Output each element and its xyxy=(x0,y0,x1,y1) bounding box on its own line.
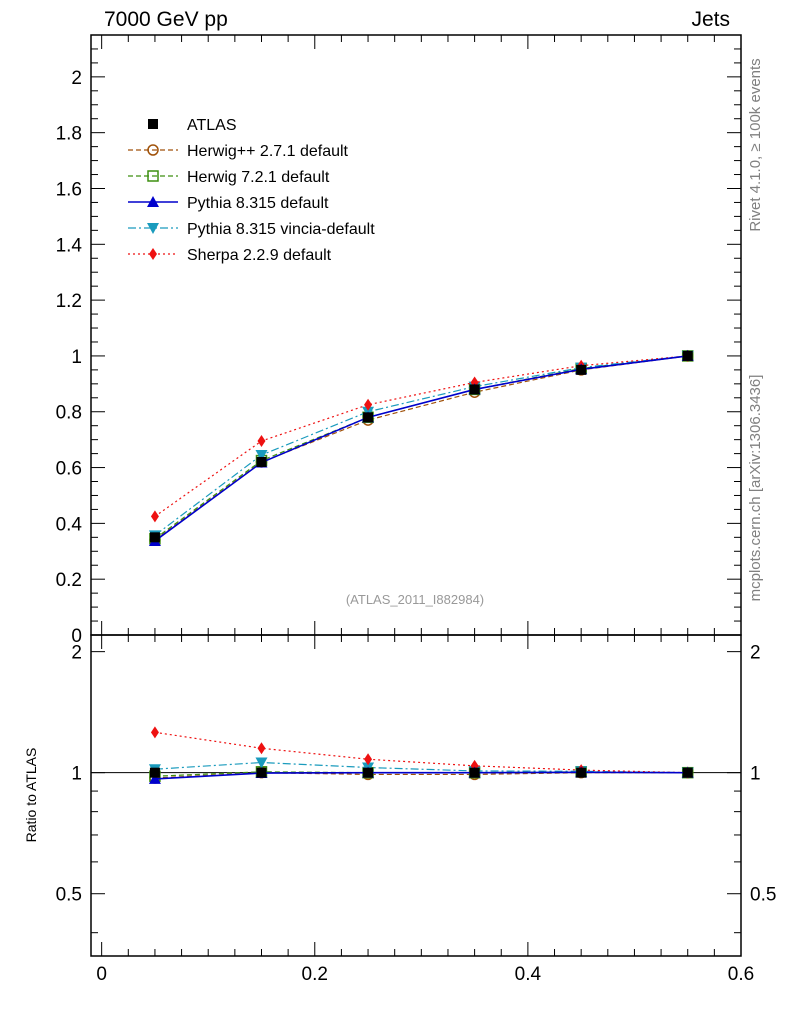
legend-label-sherpa: Sherpa 2.2.9 default xyxy=(187,247,332,264)
ratio-line-pythia xyxy=(154,771,688,780)
legend-marker-vincia xyxy=(147,223,159,234)
ratio-line-vincia xyxy=(154,761,688,774)
data-point-atlas xyxy=(469,384,480,395)
ratio-point-atlas xyxy=(576,767,587,778)
series-line-vincia xyxy=(154,355,688,536)
ratio-point-pythia xyxy=(148,772,161,784)
series-line-sherpa xyxy=(154,355,688,517)
x-tick-label: 0 xyxy=(96,964,107,985)
plot-title-left: 7000 GeV pp xyxy=(104,8,228,31)
data-point-sherpa xyxy=(150,510,159,523)
series-line-pythia xyxy=(154,355,688,542)
y-tick-label: 1.6 xyxy=(56,179,82,200)
ratio-point-atlas xyxy=(469,767,480,778)
x-tick-label: 0.4 xyxy=(515,964,542,985)
ratio-point-sherpa xyxy=(150,726,159,739)
ratio-point-atlas xyxy=(149,767,160,778)
x-tick-label: 0.6 xyxy=(728,964,754,985)
ratio-axis-label: Ratio to ATLAS xyxy=(23,748,39,843)
y-tick-label: 0.4 xyxy=(56,514,83,535)
series-line-herwig7 xyxy=(154,355,688,540)
y-tick-label: 1 xyxy=(71,347,82,368)
legend-marker-pythia xyxy=(147,196,159,207)
ratio-point-sherpa xyxy=(257,742,266,755)
y-tick-label: 1.4 xyxy=(56,235,83,256)
data-point-atlas xyxy=(149,532,160,543)
analysis-watermark: (ATLAS_2011_I882984) xyxy=(346,592,484,607)
y-tick-label: 2 xyxy=(71,68,82,89)
legend-marker-sherpa xyxy=(149,248,157,260)
y-tick-label: 0 xyxy=(71,626,82,647)
ratio-point-atlas xyxy=(363,767,374,778)
data-point-atlas xyxy=(256,456,267,467)
legend-label-vincia: Pythia 8.315 vincia-default xyxy=(187,221,375,238)
data-point-atlas xyxy=(682,350,693,361)
legend-marker-herwig7 xyxy=(147,170,159,182)
legend-label-pythia: Pythia 8.315 default xyxy=(187,195,329,212)
rivet-version-label: Rivet 4.1.0, ≥ 100k events xyxy=(747,58,764,231)
y-tick-label: 0.8 xyxy=(56,403,82,424)
ratio-point-vincia xyxy=(255,757,268,769)
data-point-vincia xyxy=(255,450,268,461)
legend-label-herwigpp: Herwig++ 2.7.1 default xyxy=(187,143,349,160)
y-tick-label: 1.2 xyxy=(56,291,82,312)
plot-title-right: Jets xyxy=(691,8,730,31)
data-point-sherpa xyxy=(364,398,373,411)
legend-marker-herwigpp xyxy=(147,144,159,156)
ratio-y-tick-label: 2 xyxy=(71,643,82,664)
legend-marker-atlas xyxy=(148,119,158,129)
ratio-point-sherpa xyxy=(364,753,373,766)
ratio-plot-frame xyxy=(90,634,742,957)
mcplots-label: mcplots.cern.ch [arXiv:1306.3436] xyxy=(747,375,764,602)
ratio-point-atlas xyxy=(256,767,267,778)
ratio-y-tick-label-right: 0.5 xyxy=(750,885,776,906)
legend-label-herwig7: Herwig 7.2.1 default xyxy=(187,169,330,186)
ratio-y-tick-label: 1 xyxy=(71,764,82,785)
ratio-y-tick-label-right: 1 xyxy=(750,764,761,785)
legend: ATLAS Herwig++ 2.7.1 default Herwig 7.2.1 … xyxy=(128,117,375,264)
y-tick-label: 0.6 xyxy=(56,459,82,480)
ratio-y-tick-label: 0.5 xyxy=(56,885,82,906)
x-tick-label: 0.2 xyxy=(302,964,328,985)
data-point-atlas xyxy=(363,412,374,423)
ratio-line-sherpa xyxy=(154,731,688,774)
series-line-herwigpp xyxy=(154,355,688,541)
ratio-y-tick-label-right: 2 xyxy=(750,643,761,664)
legend-label-atlas: ATLAS xyxy=(187,117,237,134)
y-tick-label: 0.2 xyxy=(56,570,82,591)
data-point-atlas xyxy=(576,364,587,375)
y-tick-label: 1.8 xyxy=(56,124,82,145)
data-point-sherpa xyxy=(257,435,266,448)
ratio-point-atlas xyxy=(682,767,693,778)
